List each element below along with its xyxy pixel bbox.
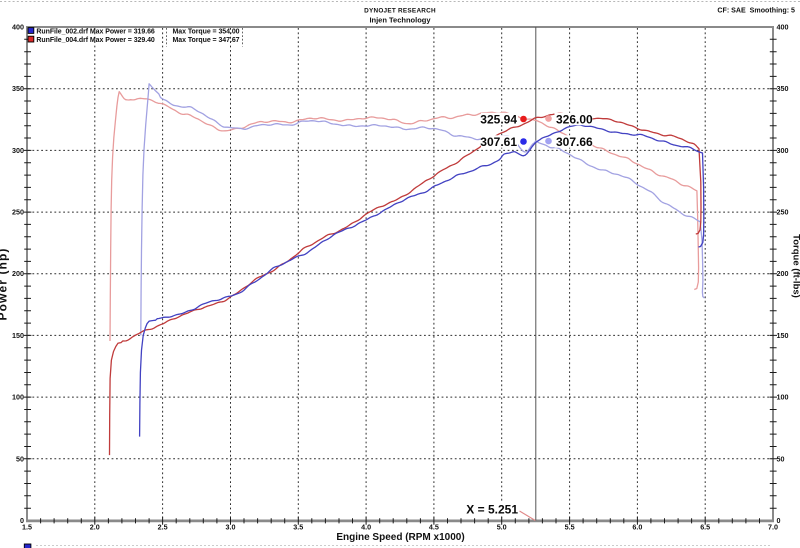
svg-text:3.5: 3.5 (293, 523, 303, 532)
svg-text:326.00: 326.00 (556, 112, 593, 126)
svg-text:200: 200 (777, 269, 789, 278)
svg-text:RunFile_004.drf Max Power = 32: RunFile_004.drf Max Power = 329.40 (36, 37, 155, 44)
svg-text:5.0: 5.0 (497, 523, 507, 532)
svg-text:250: 250 (777, 208, 789, 217)
svg-text:400: 400 (777, 23, 789, 32)
svg-text:400: 400 (12, 23, 24, 32)
svg-text:2.0: 2.0 (90, 523, 100, 532)
svg-text:6.5: 6.5 (700, 523, 710, 532)
svg-text:325.94: 325.94 (480, 112, 517, 126)
svg-text:Injen Technology: Injen Technology (369, 15, 431, 24)
svg-text:100: 100 (777, 393, 789, 402)
svg-text:Max Torque = 354.00: Max Torque = 354.00 (173, 28, 240, 35)
svg-text:DYNOJET RESEARCH: DYNOJET RESEARCH (364, 8, 436, 15)
svg-text:X = 5.251: X = 5.251 (466, 503, 518, 517)
svg-text:50: 50 (777, 454, 785, 463)
svg-text:307.66: 307.66 (556, 135, 593, 149)
svg-text:300: 300 (12, 146, 24, 155)
svg-text:Engine Speed (RPM x1000): Engine Speed (RPM x1000) (336, 532, 464, 543)
svg-text:0: 0 (777, 516, 781, 525)
svg-text:150: 150 (12, 331, 24, 340)
svg-text:350: 350 (777, 84, 789, 93)
svg-text:1.5: 1.5 (22, 523, 32, 532)
svg-text:350: 350 (12, 84, 24, 93)
svg-text:7.0: 7.0 (768, 523, 778, 532)
svg-text:4.5: 4.5 (429, 523, 439, 532)
svg-text:Max Torque = 347.67: Max Torque = 347.67 (173, 37, 240, 44)
svg-text:5.5: 5.5 (565, 523, 575, 532)
svg-text:200: 200 (12, 269, 24, 278)
svg-text:307.61: 307.61 (480, 135, 517, 149)
svg-text:RunFile_002.drf Max Power = 31: RunFile_002.drf Max Power = 319.66 (36, 28, 155, 35)
svg-text:CF: SAE Smoothing: 5: CF: SAE Smoothing: 5 (717, 6, 795, 14)
svg-text:150: 150 (777, 331, 789, 340)
svg-text:300: 300 (777, 146, 789, 155)
svg-text:3.0: 3.0 (226, 523, 236, 532)
svg-text:Torque (ft-lbs): Torque (ft-lbs) (791, 234, 800, 298)
svg-text:100: 100 (12, 393, 24, 402)
svg-text:0: 0 (20, 516, 24, 525)
svg-text:50: 50 (16, 454, 24, 463)
svg-text:6.0: 6.0 (632, 523, 642, 532)
svg-text:2.5: 2.5 (158, 523, 168, 532)
svg-text:4.0: 4.0 (361, 523, 371, 532)
svg-text:Power (hp): Power (hp) (0, 248, 9, 321)
svg-text:250: 250 (12, 208, 24, 217)
